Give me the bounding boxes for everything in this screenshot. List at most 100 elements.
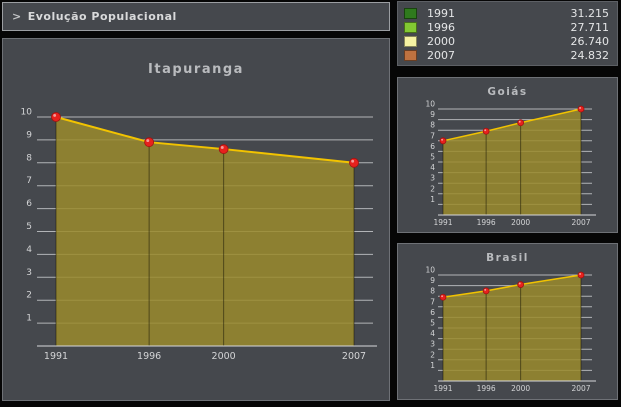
y-tick-label: 6	[430, 142, 435, 151]
data-point-marker	[482, 287, 490, 295]
chart-panel-itapuranga: Itapuranga 1 2 3 4 5 6 7 8 9 10 1991 1996 2000 2007	[2, 38, 390, 401]
y-tick-label: 4	[430, 329, 435, 338]
y-tick-label: 9	[430, 276, 435, 285]
data-point-marker	[482, 127, 490, 135]
marker-highlight	[441, 295, 444, 298]
chart-title: Itapuranga	[148, 62, 244, 77]
section-expand-arrow-icon: >	[12, 10, 22, 23]
x-tick-label: 2007	[571, 218, 590, 227]
legend-panel: 1991 31.215 1996 27.711 2000 26.740 2007 24.832	[397, 1, 618, 66]
data-point-marker	[439, 293, 447, 301]
y-tick-label: 7	[430, 131, 435, 140]
x-tick-label: 2000	[511, 384, 530, 393]
legend-year-label: 2007	[427, 48, 455, 62]
y-tick-label: 3	[430, 340, 435, 349]
legend-year-label: 2000	[427, 34, 455, 48]
legend-value-label: 26.740	[570, 34, 610, 48]
x-tick-label: 1991	[44, 351, 68, 362]
y-tick-label: 7	[26, 176, 32, 186]
marker-highlight	[579, 106, 582, 109]
marker-highlight	[484, 288, 487, 291]
legend-value-label: 27.711	[570, 20, 610, 34]
data-point-marker	[51, 112, 61, 122]
x-tick-label: 1996	[137, 351, 161, 362]
x-tick-label: 2007	[342, 351, 366, 362]
x-tick-label: 1996	[477, 218, 496, 227]
y-tick-label: 1	[430, 361, 435, 370]
y-tick-label: 9	[26, 130, 32, 140]
y-tick-label: 7	[430, 297, 435, 306]
y-tick-label: 10	[425, 266, 435, 275]
y-tick-label: 4	[26, 245, 32, 255]
legend-color-swatch	[404, 35, 417, 47]
chart-canvas: Goiás 1 23 45 6 78 910 1991 1996 2000 2007	[425, 86, 596, 227]
x-tick-label: 1991	[433, 218, 452, 227]
data-point-marker	[577, 105, 585, 113]
legend-color-swatch	[404, 7, 417, 19]
y-tick-label: 1	[26, 314, 32, 324]
y-tick-label: 3	[26, 268, 32, 278]
legend-year-label: 1991	[427, 6, 455, 20]
y-tick-label: 8	[26, 153, 32, 163]
y-tick-label: 5	[430, 319, 435, 328]
legend-row: 2000 26.740	[404, 34, 609, 48]
y-tick-label: 10	[425, 100, 435, 109]
legend-row: 1991 31.215	[404, 6, 609, 20]
chart-panel-goias: Goiás 1 2 3 4 5 6 7 8 9 10 1991 1996 2000 2007	[397, 77, 618, 233]
section-header-bar[interactable]: > Evolução Populacional	[2, 2, 390, 31]
chart-title: Goiás	[487, 86, 527, 98]
y-tick-label: 6	[430, 308, 435, 317]
legend-color-swatch	[404, 49, 417, 61]
marker-highlight	[518, 120, 521, 123]
chart-title: Brasil	[486, 252, 529, 264]
x-tick-label: 2007	[571, 384, 590, 393]
y-tick-label: 2	[26, 291, 32, 301]
marker-highlight	[579, 272, 582, 275]
legend-value-label: 24.832	[570, 48, 610, 62]
chart-panel-brasil: Brasil 1 2 3 4 5 6 7 8 9 10 1991 1996 2000 2007	[397, 243, 618, 400]
legend-row: 1996 27.711	[404, 20, 609, 34]
x-tick-label: 2000	[511, 218, 530, 227]
data-point-marker	[439, 137, 447, 145]
chart-canvas: Itapuranga 1 2 3 4 5 6 7 8 9 10 1991 1996 2000 2007	[21, 62, 377, 362]
y-tick-label: 5	[430, 153, 435, 162]
y-tick-label: 10	[21, 108, 33, 118]
chart-canvas: Brasil 1 23 45 6 78 910 1991 1996 2000 2007	[425, 252, 596, 393]
y-tick-label: 2	[430, 350, 435, 359]
marker-highlight	[441, 138, 444, 141]
marker-highlight	[518, 282, 521, 285]
series-line	[442, 274, 582, 299]
marker-highlight	[53, 113, 57, 117]
area-fill	[443, 109, 581, 215]
data-point-marker	[517, 281, 525, 288]
data-point-marker	[517, 119, 525, 127]
data-point-marker	[144, 137, 155, 148]
data-point-marker	[577, 271, 585, 279]
y-tick-label: 3	[430, 174, 435, 183]
y-tick-label: 8	[430, 121, 435, 130]
y-tick-label: 5	[26, 222, 32, 232]
marker-highlight	[351, 159, 355, 163]
legend-value-label: 31.215	[570, 6, 610, 20]
section-header-title: Evolução Populacional	[27, 10, 177, 23]
y-tick-label: 1	[430, 195, 435, 204]
x-tick-label: 2000	[212, 351, 236, 362]
series-line	[442, 108, 582, 142]
y-tick-label: 8	[430, 287, 435, 296]
y-tick-label: 6	[26, 199, 32, 209]
x-tick-label: 1991	[433, 384, 452, 393]
series-line	[55, 116, 355, 164]
y-tick-label: 2	[430, 184, 435, 193]
legend-year-label: 1996	[427, 20, 455, 34]
legend-color-swatch	[404, 21, 417, 33]
area-fill	[443, 275, 581, 381]
area-fill	[56, 117, 354, 346]
y-tick-label: 9	[430, 110, 435, 119]
marker-highlight	[484, 129, 487, 132]
legend-row: 2007 24.832	[404, 48, 609, 62]
x-tick-label: 1996	[477, 384, 496, 393]
marker-highlight	[220, 146, 224, 149]
data-point-marker	[218, 144, 229, 154]
data-point-marker	[349, 157, 359, 168]
